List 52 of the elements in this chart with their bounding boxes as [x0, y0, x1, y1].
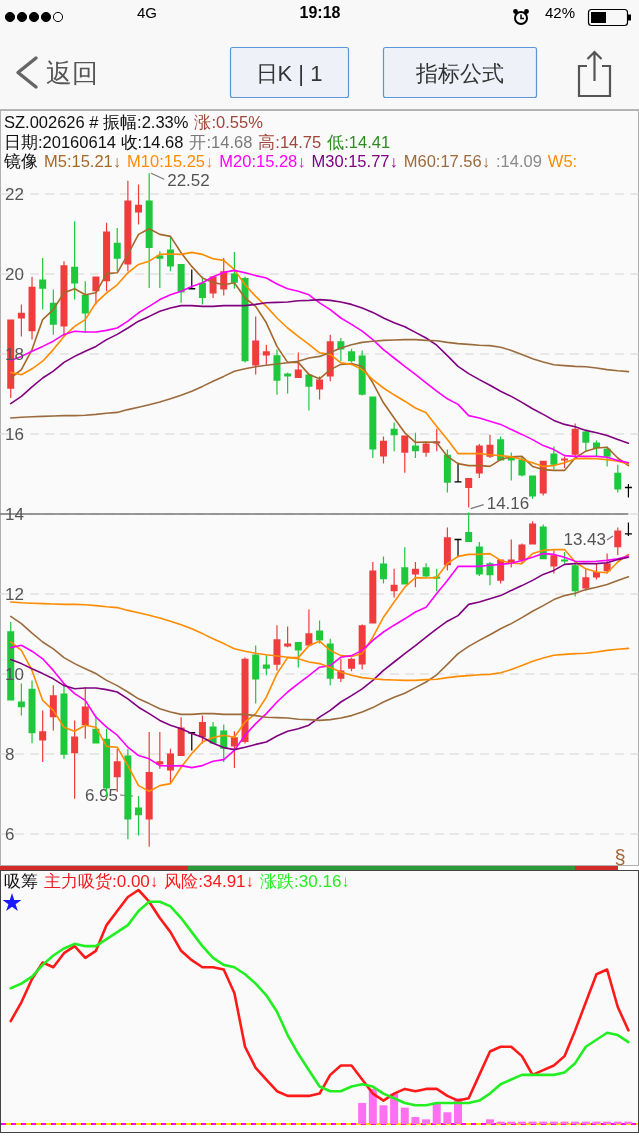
text: 日K | 1 — [255, 61, 323, 86]
text: 19:18 — [299, 4, 341, 21]
candlestick — [28, 680, 36, 744]
annotation: 高:14.75 — [258, 132, 322, 151]
text: M60:17.56↓ — [403, 152, 490, 170]
text: M5:15.21↓ — [44, 152, 122, 170]
y-tick-label: 6 — [5, 824, 15, 844]
y-tick-label: 22 — [5, 184, 24, 204]
text: 22.52 — [167, 171, 210, 191]
text: 指标公式 — [414, 61, 504, 86]
candlestick — [422, 563, 430, 578]
text: 4G — [137, 4, 158, 21]
candlestick — [305, 609, 313, 647]
y-tick-label: 18 — [5, 344, 24, 364]
text: 42% — [545, 4, 576, 21]
bar — [400, 1107, 409, 1124]
bar — [422, 1119, 431, 1124]
candlestick — [454, 538, 462, 558]
text: 涨跌:30.16↓ — [260, 872, 350, 891]
annotation: 涨:0.55% — [194, 113, 264, 131]
bar — [485, 1119, 494, 1124]
text: 14.16 — [486, 493, 530, 513]
y-tick-label: 8 — [5, 744, 15, 764]
bar — [411, 1116, 420, 1124]
annotation: W5: — [547, 152, 578, 170]
candlestick — [422, 442, 430, 457]
annotation: 低:14.41 — [327, 132, 391, 151]
annotation: § — [614, 846, 626, 868]
bar — [379, 1105, 388, 1124]
y-tick-label: 20 — [5, 264, 24, 284]
legend-title: 镜像 — [3, 152, 38, 170]
candlestick — [28, 276, 36, 340]
series-label: 风险:34.91↓ — [164, 872, 255, 891]
annotation: 主力吸货:0.00↓ — [44, 872, 159, 891]
annotation: 日期:20160614 收:14.68 — [4, 132, 184, 151]
bar — [358, 1102, 367, 1124]
annotation: 13.43 — [563, 530, 606, 549]
text: M20:15.28↓ — [219, 152, 306, 170]
text: M30:15.77↓ — [311, 152, 398, 170]
annotation: :14.09 — [495, 152, 542, 170]
candlestick — [305, 373, 313, 411]
text: M10:15.25↓ — [127, 152, 214, 170]
candlestick — [624, 522, 632, 536]
bar — [443, 1112, 452, 1124]
y-tick-label: 12 — [5, 584, 24, 604]
annotation: 开:14.68 — [189, 132, 253, 151]
y-tick-label: 16 — [5, 424, 24, 444]
text: 返回 — [46, 58, 98, 88]
candlestick — [454, 462, 462, 483]
chart-title: 吸筹 — [4, 872, 38, 891]
chart-title: SZ.002626 # 振幅:2.33% — [4, 113, 189, 131]
bar — [432, 1102, 441, 1124]
